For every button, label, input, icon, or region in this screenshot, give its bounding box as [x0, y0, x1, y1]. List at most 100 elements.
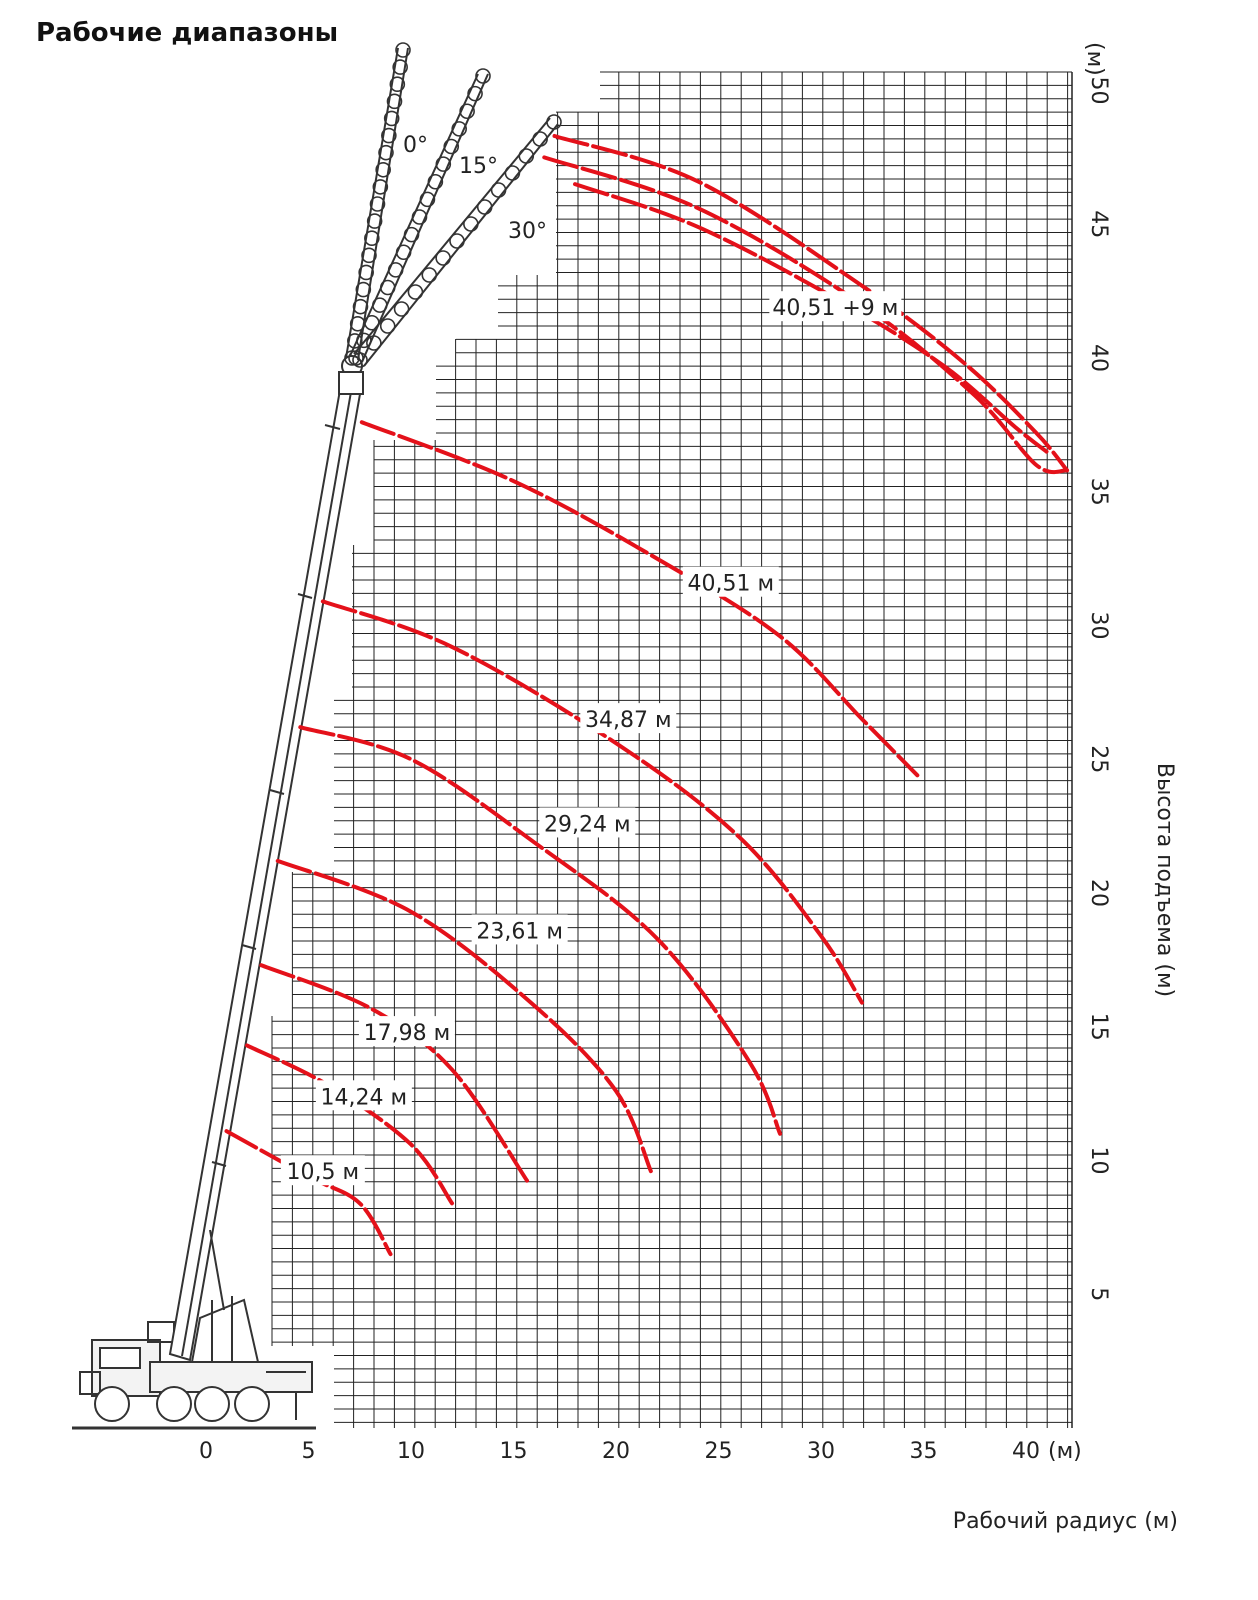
x-tick-label: 10	[397, 1439, 425, 1464]
jib-lattice-cell	[395, 244, 412, 261]
y-tick-label: 40	[1086, 344, 1111, 372]
x-axis-title: Рабочий радиус (м)	[953, 1509, 1178, 1534]
crane-truck-illustration	[72, 1296, 316, 1430]
y-tick-label: 20	[1086, 879, 1111, 907]
jib-lattice-cell	[419, 191, 436, 208]
jib-lattice-cell	[411, 209, 428, 225]
curve-label: 17,98 м	[364, 1021, 451, 1046]
jib-lattice-cell	[372, 297, 388, 313]
jib-lattice-cell	[449, 233, 465, 249]
radius-curve	[298, 725, 782, 1136]
jib-lattice-pattern	[344, 42, 562, 368]
curve-label-box	[539, 807, 636, 838]
jib-lattice-cell	[378, 144, 394, 161]
jib-lattice-cell	[407, 284, 424, 300]
x-tick-label: 40	[1012, 1439, 1040, 1464]
y-tick-label: 25	[1086, 745, 1111, 773]
jib-lattice-cell	[427, 173, 444, 190]
jib-lattice-cell	[366, 213, 383, 229]
jib-lattice-cell	[435, 156, 452, 172]
jib-lattice-cell	[435, 250, 451, 266]
radius-curve	[275, 858, 653, 1174]
jib-lattice-cell	[352, 352, 368, 368]
jib-lattice-cell	[386, 93, 403, 110]
curve-label-box	[682, 566, 779, 597]
x-tick-label: 0	[199, 1439, 213, 1464]
jib-lattice-cell	[361, 247, 377, 264]
y-tick-label: 5	[1086, 1287, 1111, 1301]
y-axis-title: Высота подъема (м)	[1152, 763, 1177, 997]
jib-lattice-cell	[459, 103, 475, 120]
curve-label: 23,61 м	[476, 919, 563, 944]
x-tick-label: 5	[302, 1439, 316, 1464]
y-tick-label: 50	[1086, 77, 1111, 105]
curve-label-box	[315, 1080, 412, 1111]
jib-lattice-cell	[356, 332, 372, 349]
y-tick-label: 10	[1086, 1147, 1111, 1175]
jib-lattice-cell	[546, 114, 562, 130]
jib-lattice-cell	[504, 165, 521, 181]
radius-curve	[245, 1043, 454, 1206]
jib-lattice-cell	[383, 110, 400, 127]
x-tick-label: 25	[705, 1439, 733, 1464]
curve-label: 40,51 +9 м	[772, 296, 898, 321]
radius-curve	[320, 599, 864, 1005]
jib-lattice-cell	[369, 196, 386, 212]
lattice-jib	[345, 47, 559, 367]
jib-lattice-cell	[344, 350, 360, 366]
jib-lattice-cell	[421, 267, 438, 283]
curve-label-box	[358, 1016, 455, 1047]
jib-lattice-cell	[364, 314, 380, 331]
jib-lattice-cell	[375, 161, 391, 178]
jib-lattice-cell	[381, 127, 397, 144]
jib-lattice-cell	[451, 121, 467, 137]
jib-lattice-cell	[518, 148, 535, 164]
jib-lattice-cell	[475, 68, 491, 84]
jib-lattice-cell	[355, 281, 372, 298]
curve-label: 14,24 м	[321, 1085, 408, 1110]
jib-lattice-cell	[358, 264, 374, 281]
jib-lattice-cell	[387, 262, 404, 278]
x-tick-label: 35	[910, 1439, 938, 1464]
curve-label: 34,87 м	[585, 708, 672, 733]
curve-label-box	[280, 1155, 365, 1186]
curve-labels: 10,5 м 14,24 м 17,98 м 23,61 м 29,24 м 34,87 …	[280, 291, 902, 1186]
jib-lattice-cell	[403, 226, 420, 243]
y-axis-unit: (м)	[1082, 42, 1107, 76]
page-title: Рабочие диапазоны	[36, 18, 339, 48]
jib-lattice-cell	[366, 335, 382, 351]
jib-lattice-cell	[379, 279, 396, 296]
radius-curve	[224, 1129, 393, 1257]
curve-label-box	[471, 914, 568, 945]
jib-lattice-cell	[467, 85, 483, 102]
curve-label: 40,51 м	[688, 572, 775, 597]
axis-ticks: 0 5 10 15 20 25 30 35 40 5 10 15 20 25 30 35 40 45 50	[199, 77, 1111, 1465]
jib-lattice-cell	[532, 131, 548, 147]
jib-lattice-cell	[476, 199, 493, 215]
x-tick-label: 20	[602, 1439, 630, 1464]
jib-angle-label: 30°	[508, 219, 547, 244]
y-tick-label: 45	[1086, 210, 1111, 238]
curve-label-box	[580, 703, 677, 734]
jib-lattice-cell	[395, 42, 411, 58]
jib-angle-label: 0°	[403, 133, 428, 158]
jib-lattice-cell	[443, 138, 460, 155]
jib-angle-label: 15°	[459, 154, 498, 179]
y-tick-label: 15	[1086, 1013, 1111, 1041]
y-tick-label: 35	[1086, 478, 1111, 506]
jib-lattice-cell	[490, 182, 507, 198]
curve-label: 29,24 м	[544, 812, 631, 837]
curve-label-box	[769, 291, 902, 322]
x-axis-unit: (м)	[1048, 1439, 1082, 1464]
jib-lattice-cell	[379, 318, 396, 334]
telescopic-boom	[168, 355, 364, 1362]
curve-label: 10,5 м	[287, 1160, 360, 1185]
jib-lattice-cell	[393, 301, 410, 317]
jib-lattice-cell	[364, 230, 380, 247]
jib-lattice-cell	[463, 216, 479, 232]
jib-lattice-cell	[372, 179, 389, 195]
jib-lattice-cell	[349, 315, 366, 332]
jib-lattice-cell	[392, 59, 408, 75]
jib-lattice-cell	[347, 333, 363, 349]
